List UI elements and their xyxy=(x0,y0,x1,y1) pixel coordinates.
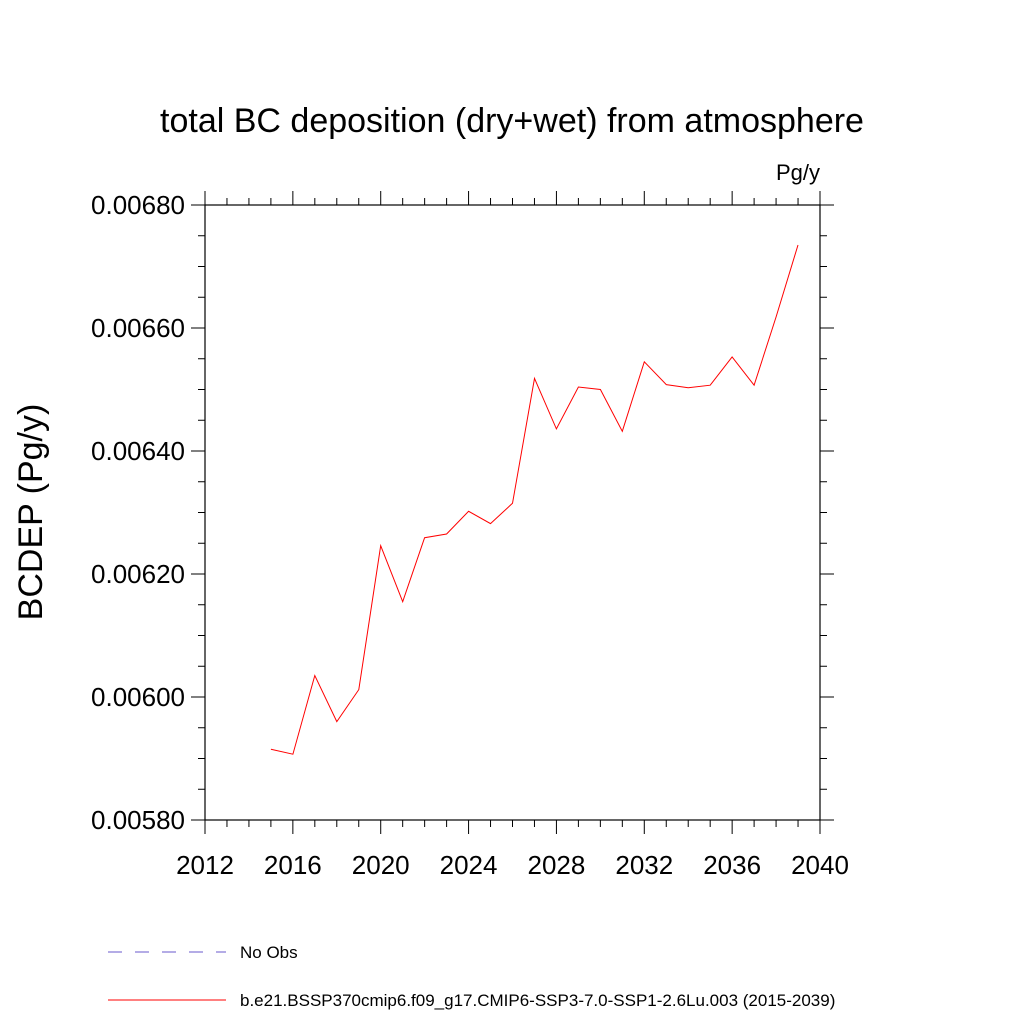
units-label: Pg/y xyxy=(776,160,820,185)
chart-title: total BC deposition (dry+wet) from atmos… xyxy=(160,102,864,140)
y-tick-label: 0.00680 xyxy=(91,190,185,220)
legend-label: No Obs xyxy=(240,943,298,962)
x-tick-label: 2028 xyxy=(528,850,586,880)
x-tick-label: 2020 xyxy=(352,850,410,880)
y-tick-label: 0.00580 xyxy=(91,805,185,835)
x-tick-label: 2032 xyxy=(615,850,673,880)
x-tick-label: 2036 xyxy=(703,850,761,880)
x-tick-label: 2040 xyxy=(791,850,849,880)
y-tick-label: 0.00640 xyxy=(91,436,185,466)
plot-frame xyxy=(204,204,821,821)
series-lines xyxy=(270,244,799,755)
y-tick-label: 0.00600 xyxy=(91,682,185,712)
series-line xyxy=(270,244,799,755)
legend-label: b.e21.BSSP370cmip6.f09_g17.CMIP6-SSP3-7.… xyxy=(240,991,835,1010)
y-axis-label: BCDEP (Pg/y) xyxy=(12,404,50,621)
x-tick-label: 2012 xyxy=(176,850,234,880)
x-tick-label: 2016 xyxy=(264,850,322,880)
y-tick-label: 0.00620 xyxy=(91,559,185,589)
axes: 2012 2016 2020 2024 2028 2032 2036 2040 0.00580 0… xyxy=(91,190,849,880)
x-tick-label: 2024 xyxy=(440,850,498,880)
legend: No Obs b.e21.BSSP370cmip6.f09_g17.CMIP6-S… xyxy=(108,943,835,1010)
y-tick-label: 0.00660 xyxy=(91,313,185,343)
